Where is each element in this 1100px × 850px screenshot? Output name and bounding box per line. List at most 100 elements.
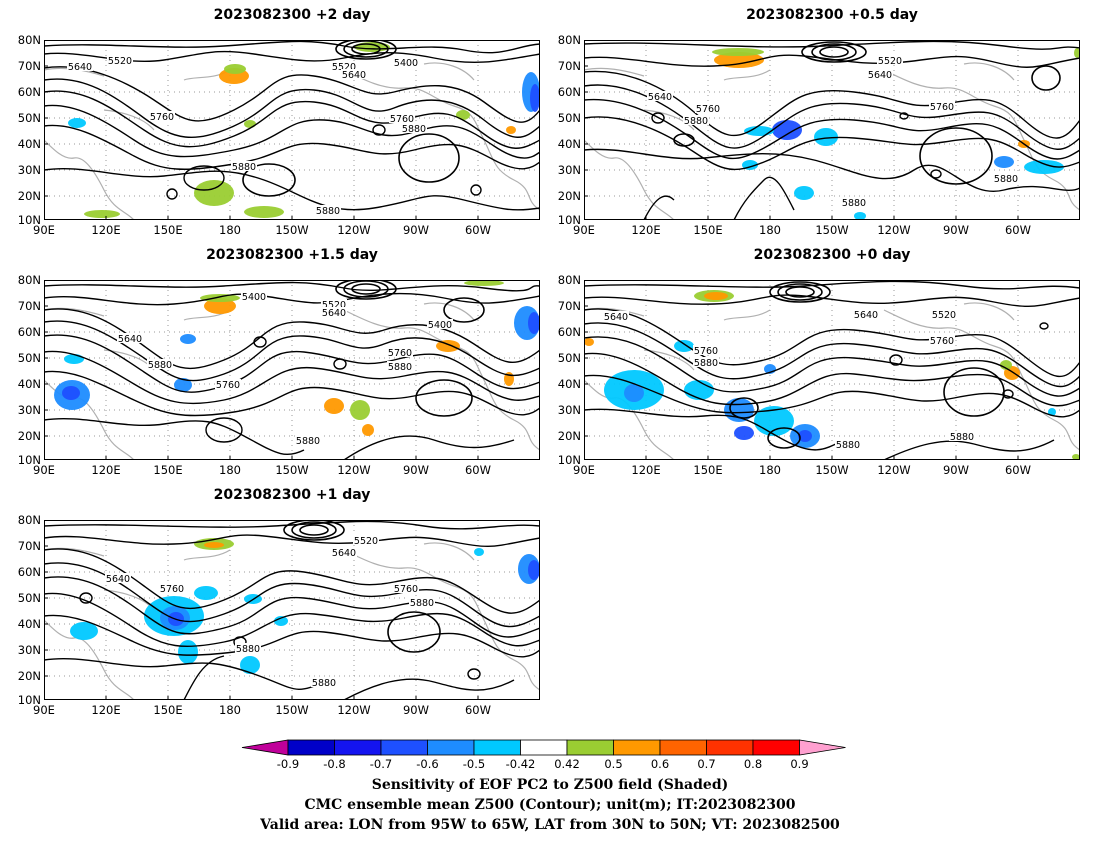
lon-tick-label: 90W xyxy=(403,703,429,717)
z500-contour xyxy=(44,66,540,123)
lat-tick-label: 80N xyxy=(18,33,41,47)
footer-line-3: Valid area: LON from 95W to 65W, LAT fro… xyxy=(260,817,840,833)
z500-contour xyxy=(44,520,540,530)
z500-closed-contour xyxy=(335,40,397,60)
contour-label-bg xyxy=(853,309,879,319)
z500-closed-contour xyxy=(351,43,381,55)
coastline xyxy=(423,542,475,561)
z500-closed-contour xyxy=(351,283,381,295)
contour-label-bg xyxy=(867,69,893,79)
z500-contour xyxy=(44,350,540,405)
lat-tick-label: 10N xyxy=(18,693,41,707)
lon-tick-label: 180 xyxy=(759,463,781,477)
lat-tick-label: 20N xyxy=(18,429,41,443)
lon-tick-label: 90E xyxy=(573,463,595,477)
z500-contour xyxy=(584,40,1080,50)
contour-label: 5760 xyxy=(390,114,414,125)
z500-contour xyxy=(44,334,540,393)
contour-label-bg xyxy=(929,335,955,345)
coastline xyxy=(343,69,540,211)
sensitivity-shading xyxy=(1024,160,1064,174)
coastline xyxy=(584,67,645,77)
sensitivity-shading xyxy=(994,156,1014,168)
contour-label: 5640 xyxy=(332,548,356,559)
lat-tick-label: 10N xyxy=(18,453,41,467)
lat-tick-label: 70N xyxy=(18,299,41,313)
contour-label-bg xyxy=(149,111,175,121)
z500-closed-contour xyxy=(166,188,178,200)
contour-label-bg xyxy=(331,547,357,557)
colorbar-right-triangle xyxy=(799,739,846,756)
sensitivity-shading xyxy=(528,560,540,580)
contour-label-bg xyxy=(841,197,867,207)
lat-tick-label: 50N xyxy=(558,111,581,125)
contour-label-bg xyxy=(147,359,173,369)
lat-tick-label: 60N xyxy=(558,325,581,339)
z500-closed-contour xyxy=(919,127,993,185)
lat-tick-label: 20N xyxy=(558,429,581,443)
coastline xyxy=(963,302,1015,321)
z500-contour xyxy=(44,167,540,211)
map-panel-p15: 5400 5520 5640 5640 5880 5760 5400 5760 5880 5880 xyxy=(44,280,540,460)
sensitivity-shading xyxy=(204,542,224,548)
z500-contour xyxy=(44,90,540,149)
lon-tick-label: 150E xyxy=(153,703,182,717)
contour-label: 5760 xyxy=(930,102,954,113)
sensitivity-shading xyxy=(84,210,120,218)
colorbar-segment xyxy=(287,739,335,756)
lat-tick-label: 60N xyxy=(18,325,41,339)
sensitivity-shading xyxy=(712,48,764,56)
lon-tick-label: 120E xyxy=(91,463,120,477)
contour-label-bg xyxy=(331,61,357,71)
lat-tick-label: 30N xyxy=(18,163,41,177)
z500-closed-contour xyxy=(1002,389,1014,399)
colorbar-tick-label: -0.7 xyxy=(370,757,392,771)
contour-label: 5880 xyxy=(950,432,974,443)
contour-label-bg xyxy=(647,91,673,101)
lon-tick-label: 180 xyxy=(219,223,241,237)
z500-contour xyxy=(343,435,515,460)
z500-closed-contour xyxy=(398,133,460,183)
sensitivity-shading xyxy=(624,384,644,402)
colorbar-tick-label: 0.5 xyxy=(604,757,622,771)
contour-label: 5880 xyxy=(388,362,412,373)
lat-tick-label: 10N xyxy=(18,213,41,227)
z500-closed-contour xyxy=(777,283,823,301)
contour-label: 5880 xyxy=(232,162,256,173)
lon-tick-label: 90E xyxy=(33,463,55,477)
sensitivity-shading xyxy=(814,128,838,146)
sensitivity-shading xyxy=(798,430,812,442)
lat-tick-label: 60N xyxy=(18,85,41,99)
contour-label-bg xyxy=(341,69,367,79)
lon-tick-label: 90W xyxy=(943,223,969,237)
contour-label: 5880 xyxy=(312,678,336,689)
map-panel-p1: 5520 5640 5640 5760 5760 5880 5880 5880 xyxy=(44,520,540,700)
z500-closed-contour xyxy=(1039,322,1049,330)
coastline xyxy=(723,69,771,81)
colorbar-tick-label: -0.6 xyxy=(416,757,438,771)
z500-closed-contour xyxy=(205,417,243,443)
contour-label: 5520 xyxy=(322,300,346,311)
sensitivity-shading xyxy=(194,586,218,600)
sensitivity-shading xyxy=(324,398,344,414)
sensitivity-shading xyxy=(1048,408,1056,416)
contour-label: 5760 xyxy=(694,346,718,357)
z500-closed-contour xyxy=(819,46,849,58)
lat-tick-label: 10N xyxy=(558,213,581,227)
z500-closed-contour xyxy=(467,668,481,680)
colorbar-tick-label: 0.7 xyxy=(697,757,715,771)
contour-label: 5760 xyxy=(216,380,240,391)
z500-closed-contour xyxy=(372,124,386,136)
contour-label: 5520 xyxy=(354,536,378,547)
colorbar-segment xyxy=(613,739,661,756)
z500-closed-contour xyxy=(79,592,93,604)
contour-label-bg xyxy=(993,173,1019,183)
lon-tick-label: 60W xyxy=(1005,223,1031,237)
coastline xyxy=(44,139,135,220)
lon-tick-label: 150E xyxy=(693,223,722,237)
contour-label-bg xyxy=(393,57,419,67)
contour-label-bg xyxy=(311,677,337,687)
